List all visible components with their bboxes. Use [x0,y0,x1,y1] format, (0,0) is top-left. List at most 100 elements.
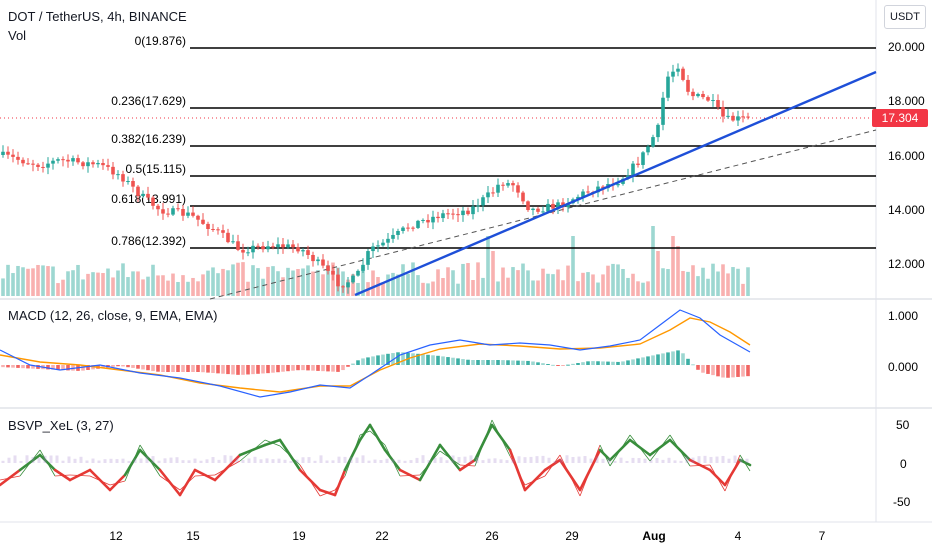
candle-body [366,251,370,265]
volume-bar [236,262,240,296]
bsvp-main-line [158,468,182,497]
macd-histogram-bar [681,353,685,365]
bsvp-volume-bar [49,455,53,463]
volume-bar [61,279,65,296]
volume-bar [431,281,435,296]
candle-body [126,181,130,183]
bsvp-volume-bar [415,457,419,463]
volume-bar [676,246,680,296]
volume-bar [126,277,130,296]
macd-histogram-bar [616,361,620,365]
candle-body [331,270,335,275]
bsvp-volume-bar [19,460,23,463]
candle-body [696,93,700,97]
volume-bar [36,264,40,296]
candle-body [41,166,45,168]
volume-bar [481,277,485,296]
candle-body [566,203,570,208]
symbol-title[interactable]: DOT / TetherUS, 4h, BINANCE [8,9,187,24]
bsvp-signal-line [709,464,726,492]
candle-body [531,208,535,211]
macd-histogram-bar [151,365,155,371]
macd-histogram-bar [156,365,160,372]
volume-bar [196,281,200,296]
macd-histogram-bar [101,365,105,369]
bsvp-signal-line [319,489,336,497]
macd-histogram-bar [386,353,390,365]
bsvp-volume-bar [121,458,125,463]
bsvp-volume-bar [685,456,689,463]
volume-bar [496,281,500,296]
macd-histogram-bar [526,360,530,365]
macd-histogram-bar [61,365,65,371]
bsvp-main-line [88,468,112,492]
bsvp-volume-bar [595,456,599,463]
fibonacci-retracement[interactable]: 0(19.876) 0.236(17.629) 0.382(16.239) 0.… [111,34,876,249]
volume-bar [661,268,665,296]
bsvp-indicator-label[interactable]: BSVP_XeL (3, 27) [8,418,114,433]
macd-histogram-bar [36,365,40,369]
macd-histogram-bar [556,365,560,366]
macd-histogram-bar [596,361,600,365]
candle-body [721,107,725,117]
macd-histogram-bar [11,365,15,368]
macd-histogram-bar [226,365,230,375]
volume-bar [381,282,385,296]
candle-body [481,197,485,206]
macd-histogram-bar [486,360,490,365]
bsvp-volume-bar [127,460,131,463]
candle-body [56,159,60,161]
volume-indicator-label[interactable]: Vol [8,28,27,43]
volume-bar [401,264,405,296]
volume-bar [611,263,615,296]
volume-bar [601,274,605,296]
candle-body [301,250,305,252]
bsvp-volume-bar [247,458,251,463]
macd-histogram-bar [231,365,235,375]
macd-histogram-bar [506,360,510,365]
volume-bar [306,265,310,296]
bsvp-main-line [458,458,477,472]
candle-body [11,154,15,157]
volume-bar [521,263,525,296]
macd-histogram-bar [136,365,140,369]
time-tick-label: 26 [485,529,499,543]
bsvp-volume-bar [403,460,407,463]
bsvp-signal-line [334,475,346,491]
candle-body [296,247,300,252]
bsvp-signal-line [124,444,141,482]
macd-indicator-label[interactable]: MACD (12, 26, close, 9, EMA, EMA) [8,308,218,323]
macd-histogram-bar [251,365,255,375]
volume-bar [31,268,35,296]
volume-bars [1,226,750,296]
macd-histogram-bar [451,357,455,365]
bsvp-signal-line [384,444,401,477]
currency-button[interactable]: USDT [884,5,926,29]
candle-body [161,209,165,214]
volume-bar [426,283,430,296]
candle-body [51,160,55,164]
bsvp-volume-bar [727,458,731,463]
candle-body [276,244,280,248]
time-tick-label: Aug [642,529,665,543]
bsvp-signal-line [139,444,161,477]
candle-body [541,211,545,213]
macd-histogram-bar [296,365,300,371]
volume-bar [696,276,700,296]
candle-body [31,163,35,165]
macd-histogram-bar [241,365,245,375]
volume-bar [501,267,505,296]
bsvp-volume-bar [373,459,377,463]
candle-body [291,244,295,248]
volume-bar [596,282,600,296]
macd-histogram-bar [201,365,205,373]
volume-bar [546,273,550,296]
support-trendline[interactable] [354,70,877,297]
candle-body [141,193,145,197]
volume-bar [211,267,215,296]
macd-histogram-bar [166,365,170,372]
volume-bar [356,282,360,296]
volume-bar [46,266,50,296]
volume-bar [266,266,270,296]
